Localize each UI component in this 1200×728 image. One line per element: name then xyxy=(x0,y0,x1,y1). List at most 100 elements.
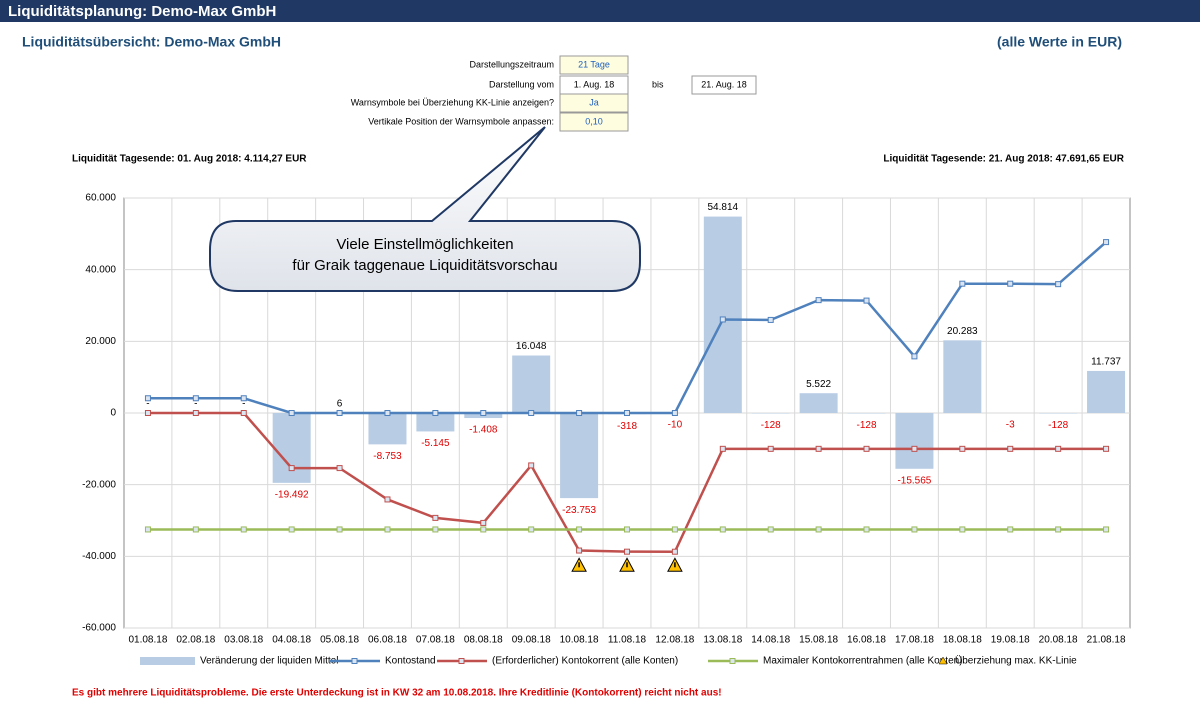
bar xyxy=(416,413,455,432)
control-value: 21 Tage xyxy=(578,59,610,69)
summary-end: Liquidität Tagesende: 21. Aug 2018: 47.6… xyxy=(883,154,1124,165)
control-value: 21. Aug. 18 xyxy=(701,79,747,89)
line-point xyxy=(432,526,439,533)
line-point xyxy=(1055,281,1062,288)
control-value: 1. Aug. 18 xyxy=(574,79,615,89)
line-point xyxy=(1007,280,1014,287)
y-tick-label: 60.000 xyxy=(85,193,116,204)
control-value: Ja xyxy=(589,97,599,107)
line-point xyxy=(528,526,535,533)
x-tick-label: 10.08.18 xyxy=(560,635,599,646)
line-point xyxy=(959,280,966,287)
control-label: Vertikale Position der Warnsymbole anpas… xyxy=(368,116,554,126)
line-point xyxy=(240,395,247,402)
bar xyxy=(512,355,551,413)
bar-value-label: 5.522 xyxy=(806,379,831,390)
bar-value-label: -3 xyxy=(1006,420,1015,431)
x-tick-label: 11.08.18 xyxy=(608,635,647,646)
x-tick-label: 19.08.18 xyxy=(991,635,1030,646)
control-value: 0,10 xyxy=(585,116,603,126)
bar-value-label: -128 xyxy=(761,420,781,431)
control-label: bis xyxy=(652,79,664,89)
line-point xyxy=(144,526,151,533)
x-tick-label: 05.08.18 xyxy=(320,635,359,646)
bar-value-label: - xyxy=(194,399,197,410)
line-point xyxy=(1103,445,1110,452)
legend-label: Überziehung max. KK-Linie xyxy=(955,655,1077,667)
bar-value-label: 54.814 xyxy=(708,202,739,213)
line-point xyxy=(911,445,918,452)
line-point xyxy=(624,548,630,555)
line-point xyxy=(288,410,295,416)
legend-swatch xyxy=(938,656,948,665)
line-point xyxy=(384,526,391,533)
line-point xyxy=(1007,445,1014,452)
line-point xyxy=(576,526,583,533)
bar xyxy=(943,340,982,413)
x-tick-label: 06.08.18 xyxy=(368,635,407,646)
line-point xyxy=(959,445,966,452)
line-point xyxy=(432,410,439,416)
x-tick-label: 13.08.18 xyxy=(703,635,742,646)
line-point xyxy=(719,526,726,533)
bar xyxy=(560,413,599,499)
line-point xyxy=(1103,526,1110,533)
bar-value-label: 20.283 xyxy=(947,326,978,337)
control-box xyxy=(559,112,629,132)
line-point xyxy=(480,526,487,533)
line-point xyxy=(528,462,535,469)
bar xyxy=(1087,370,1126,413)
y-tick-label: 0 xyxy=(110,408,116,419)
line-point xyxy=(815,297,822,304)
line-point xyxy=(1103,239,1110,246)
line-point xyxy=(911,526,918,533)
line-point xyxy=(384,410,391,416)
x-tick-label: 20.08.18 xyxy=(1039,635,1078,646)
x-tick-label: 08.08.18 xyxy=(464,635,503,646)
control-label: Warnsymbole bei Überziehung KK-Linie anz… xyxy=(351,97,554,107)
legend-swatch xyxy=(729,658,736,664)
x-tick-label: 03.08.18 xyxy=(224,635,263,646)
line-point xyxy=(767,316,774,323)
bar-value-label: 16.048 xyxy=(516,341,547,352)
callout: Viele Einstellmöglichkeiten für Graik ta… xyxy=(209,126,641,292)
legend-label: (Erforderlicher) Kontokorrent (alle Kont… xyxy=(492,656,678,667)
y-tick-label: -60.000 xyxy=(82,623,116,634)
line-point xyxy=(192,526,199,533)
line-point xyxy=(863,297,870,304)
unit-note: (alle Werte in EUR) xyxy=(997,34,1122,50)
line-point xyxy=(767,445,774,452)
line-point xyxy=(815,526,822,533)
line-point xyxy=(671,548,678,555)
legend-swatch xyxy=(458,658,465,664)
line-point xyxy=(336,465,343,472)
line-point xyxy=(1055,526,1062,533)
bar-value-label: -23.753 xyxy=(562,505,596,516)
line-point xyxy=(1055,445,1062,452)
line-point xyxy=(336,410,343,416)
x-tick-label: 21.08.18 xyxy=(1087,635,1126,646)
bar xyxy=(272,413,311,483)
line-point xyxy=(144,395,151,402)
line-point xyxy=(671,526,678,533)
line-point xyxy=(240,526,247,533)
y-tick-label: -20.000 xyxy=(82,479,116,490)
bar-value-label: 6 xyxy=(337,399,343,410)
line-point xyxy=(863,526,870,533)
line-point xyxy=(144,410,151,416)
bar-value-label: -1.408 xyxy=(469,425,498,436)
bar-value-label: -5.145 xyxy=(421,438,450,449)
line-point xyxy=(815,445,822,452)
line-point xyxy=(959,526,966,533)
line-point xyxy=(528,410,535,416)
x-tick-label: 15.08.18 xyxy=(799,635,838,646)
line-point xyxy=(576,410,583,416)
control-box xyxy=(691,75,757,95)
bar-value-label: - xyxy=(146,399,149,410)
line-point xyxy=(719,316,726,323)
line-point xyxy=(624,410,630,416)
bar xyxy=(703,216,742,413)
bar-value-label: -19.492 xyxy=(275,489,309,500)
line-point xyxy=(480,410,487,416)
